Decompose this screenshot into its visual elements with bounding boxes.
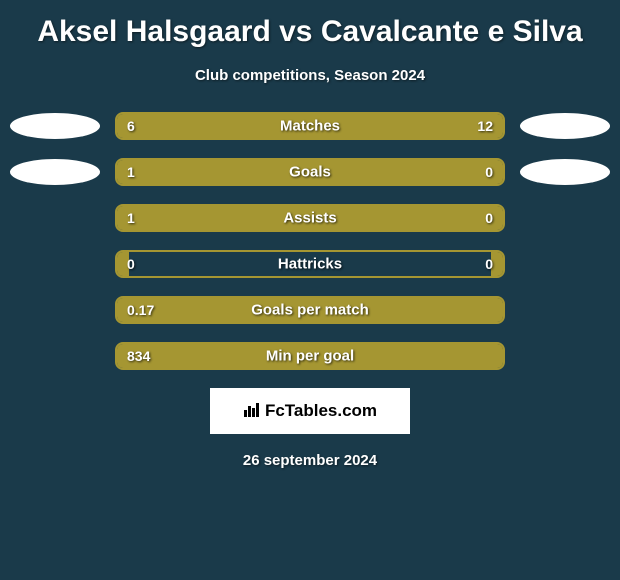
player-ellipse-right [520, 159, 610, 185]
bar-segment-left [117, 206, 426, 230]
stat-row: Min per goal 834 [10, 342, 610, 370]
chart-area: Matches612Goals10Assists10Hattricks00Goa… [0, 112, 620, 370]
stat-value-right: 12 [477, 118, 493, 134]
stat-value-right: 0 [485, 164, 493, 180]
page-title: Aksel Halsgaard vs Cavalcante e Silva [0, 15, 620, 49]
stat-row: Matches 6 12 [10, 112, 610, 140]
stat-value-left: 1 [127, 210, 135, 226]
stat-label: Matches [280, 118, 340, 135]
stat-row: Goals per match 0.17 [10, 296, 610, 324]
infographic-container: Aksel Halsgaard vs Cavalcante e Silva Cl… [0, 0, 620, 580]
stat-bar: Min per goal 834 [115, 342, 505, 370]
player-ellipse-right [520, 113, 610, 139]
stat-bar: Assists 1 0 [115, 204, 505, 232]
stat-value-left: 0 [127, 256, 135, 272]
stat-label: Hattricks [278, 256, 342, 273]
stat-label: Goals [289, 164, 331, 181]
stat-row: Goals 1 0 [10, 158, 610, 186]
player-ellipse-left [10, 113, 100, 139]
stat-label: Goals per match [251, 302, 369, 319]
stat-value-right: 0 [485, 256, 493, 272]
stat-bar: Goals per match 0.17 [115, 296, 505, 324]
subtitle: Club competitions, Season 2024 [0, 67, 620, 84]
stat-bar: Hattricks 0 0 [115, 250, 505, 278]
stat-value-left: 6 [127, 118, 135, 134]
stat-label: Min per goal [266, 348, 354, 365]
stat-value-right: 0 [485, 210, 493, 226]
stat-bar: Matches 6 12 [115, 112, 505, 140]
chart-icon [243, 400, 261, 423]
stat-value-left: 0.17 [127, 302, 154, 318]
footer-logo-text: FcTables.com [265, 401, 377, 421]
stat-bar: Goals 1 0 [115, 158, 505, 186]
bar-segment-left [117, 160, 426, 184]
stat-row: Hattricks 0 0 [10, 250, 610, 278]
bar-segment-left [117, 114, 244, 138]
footer-date: 26 september 2024 [0, 452, 620, 469]
stat-label: Assists [283, 210, 336, 227]
player-ellipse-left [10, 159, 100, 185]
stat-value-left: 834 [127, 348, 150, 364]
stat-row: Assists 1 0 [10, 204, 610, 232]
stat-value-left: 1 [127, 164, 135, 180]
footer-logo: FcTables.com [210, 388, 410, 434]
